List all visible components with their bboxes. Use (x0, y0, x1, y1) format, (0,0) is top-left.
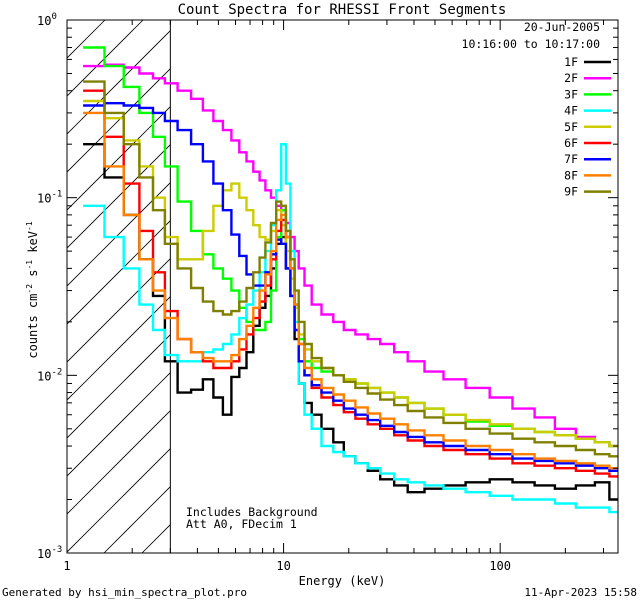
legend-label-5F: 5F (564, 120, 578, 134)
legend-time-range: 10:16:00 to 10:17:00 (462, 37, 601, 51)
hatch-line (67, 410, 171, 515)
legend-label-4F: 4F (564, 104, 578, 118)
hatch-line (67, 372, 171, 477)
x-tick-label: 100 (489, 559, 511, 573)
hatch-line (67, 68, 171, 173)
legend-label-7F: 7F (564, 152, 578, 166)
axis-ticks: 1 10 100 100 10-1 10-2 10-3 (37, 12, 618, 573)
x-tick-label: 10 (276, 559, 290, 573)
hatch-line (67, 334, 171, 439)
hatch-line (67, 20, 144, 97)
y-tick-label: 10-3 (37, 545, 62, 561)
hatch-line (67, 258, 171, 363)
hatch-line (67, 106, 171, 211)
hatch-line (67, 220, 171, 325)
hatch-line (67, 144, 171, 249)
plot-frame (66, 19, 619, 554)
x-axis-label: Energy (keV) (299, 574, 386, 588)
y-axis-label: counts cm-2 s-1 keV-1 (25, 221, 40, 358)
legend-label-3F: 3F (564, 87, 578, 101)
x-tick-label: 1 (63, 559, 70, 573)
legend-label-9F: 9F (564, 185, 578, 199)
y-tick-label: 100 (37, 12, 57, 28)
y-tick-label: 10-2 (37, 367, 62, 383)
series-3F (83, 46, 618, 448)
footer-generated-by: Generated by hsi_min_spectra_plot.pro (2, 586, 247, 599)
hatch-line (67, 30, 171, 135)
series-9F (83, 80, 618, 458)
series-2F (83, 63, 618, 448)
hatch-line (103, 486, 171, 553)
hatched-region (67, 20, 171, 553)
legend-label-6F: 6F (564, 136, 578, 150)
chart-title: Count Spectra for RHESSI Front Segments (178, 2, 507, 18)
footer-timestamp: 11-Apr-2023 15:58 (524, 586, 637, 599)
hatch-line (67, 448, 171, 553)
annotation-attenuator: Att A0, FDecim 1 (186, 517, 297, 531)
series-7F (83, 102, 618, 472)
series-group (83, 46, 618, 514)
legend-label-8F: 8F (564, 168, 578, 182)
series-8F (83, 111, 618, 470)
legend-label-2F: 2F (564, 71, 578, 85)
legend: 1F 2F 3F 4F 5F 6F 7F 8F 9F (564, 55, 611, 199)
y-tick-label: 10-1 (37, 190, 62, 206)
legend-label-1F: 1F (564, 55, 578, 69)
hatch-line (67, 182, 171, 287)
legend-date: 20-Jun-2005 (524, 20, 600, 34)
annotation-background: Includes Background (186, 505, 318, 519)
